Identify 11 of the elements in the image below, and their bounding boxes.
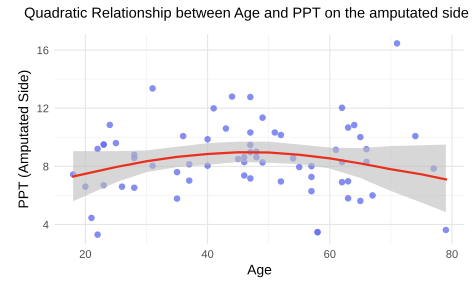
x-axis-title: Age (247, 264, 272, 278)
x-tick-label: 60 (324, 250, 336, 258)
x-tick-label: 80 (446, 250, 458, 258)
chart-title: Quadratic Relationship between Age and PPT on the amputated side (24, 7, 468, 21)
y-tick-label: 12 (37, 104, 48, 112)
y-tick-label: 4 (43, 220, 49, 228)
y-tick-label: 8 (43, 162, 48, 170)
x-tick-label: 20 (80, 250, 92, 258)
y-axis-title: PPT (Amputated Side) (18, 70, 32, 208)
x-tick-label: 40 (202, 250, 214, 258)
y-tick-label: 16 (37, 46, 48, 54)
